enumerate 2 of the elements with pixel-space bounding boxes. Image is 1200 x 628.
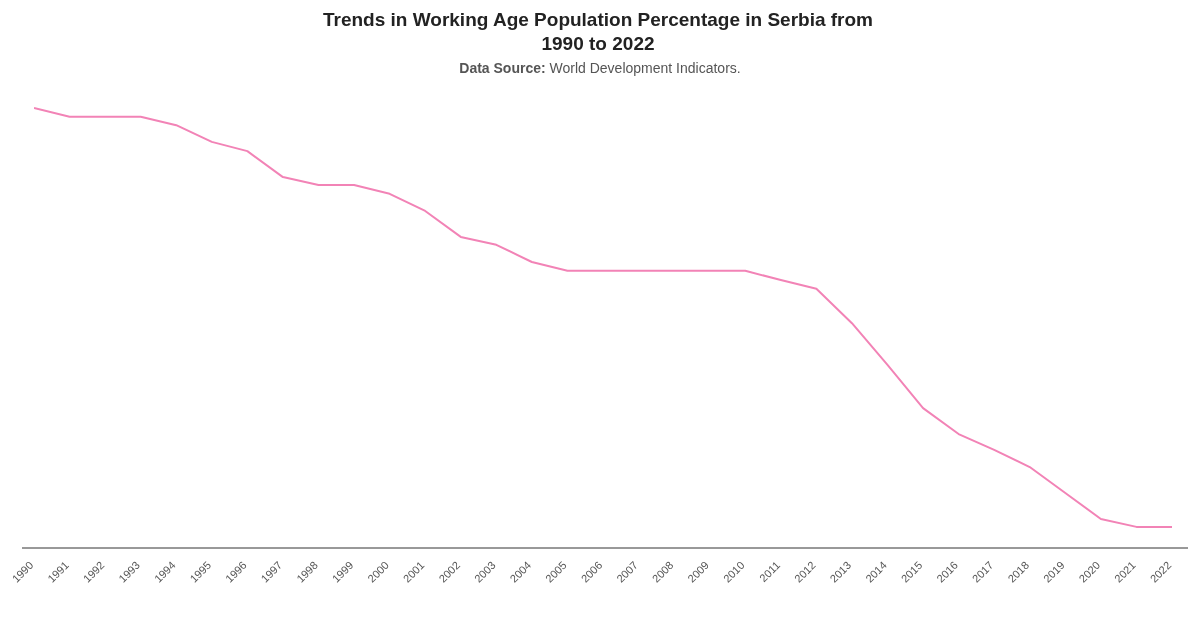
chart-title: Trends in Working Age Population Percentage in Serbia from 1990 to 2022 [321, 8, 874, 56]
chart-subtitle: Data Source: World Development Indicators. [459, 60, 741, 76]
